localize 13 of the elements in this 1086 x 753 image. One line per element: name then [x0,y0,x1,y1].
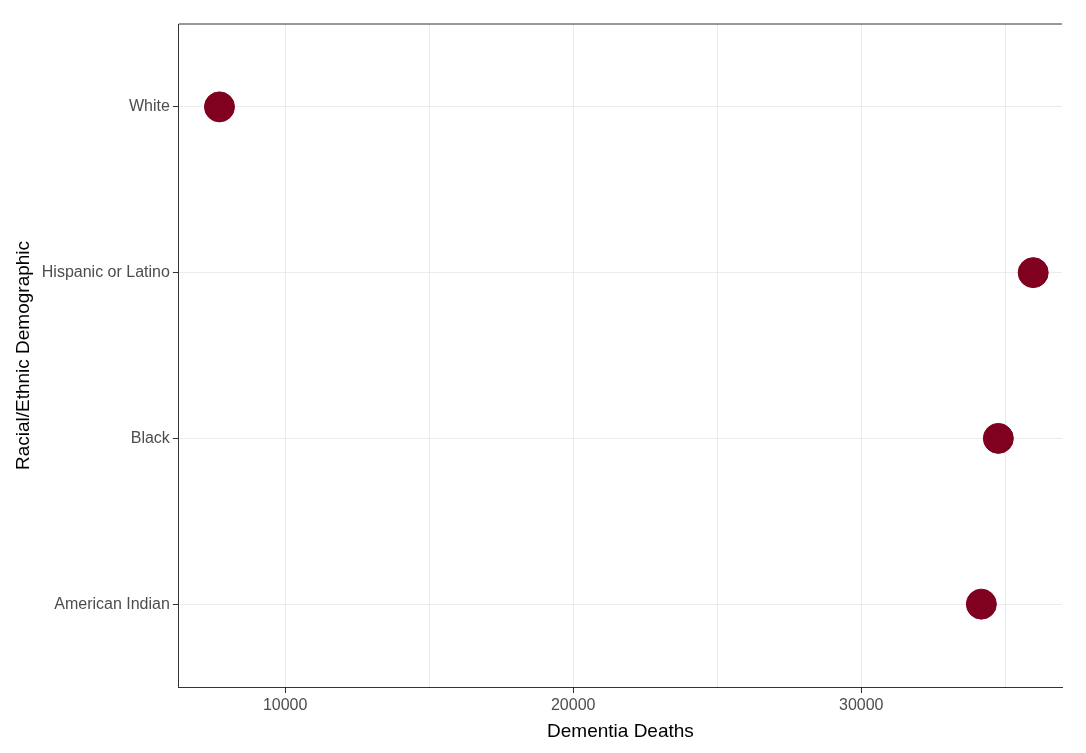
x-axis-title: Dementia Deaths [547,719,694,741]
y-tick-label: Black [130,428,171,446]
point [203,91,235,123]
y-axis-title: Racial/Ethnic Demographic [11,240,33,471]
point [965,588,997,620]
point [982,422,1014,454]
y-tick-label: White [128,97,170,115]
x-tick-label: 10000 [262,696,308,714]
x-tick-label: 30000 [838,696,884,714]
x-tick-label: 20000 [550,696,596,714]
y-tick-label: American Indian [54,594,170,612]
point [1017,257,1049,289]
y-tick-label: Hispanic or Latino [41,263,170,281]
